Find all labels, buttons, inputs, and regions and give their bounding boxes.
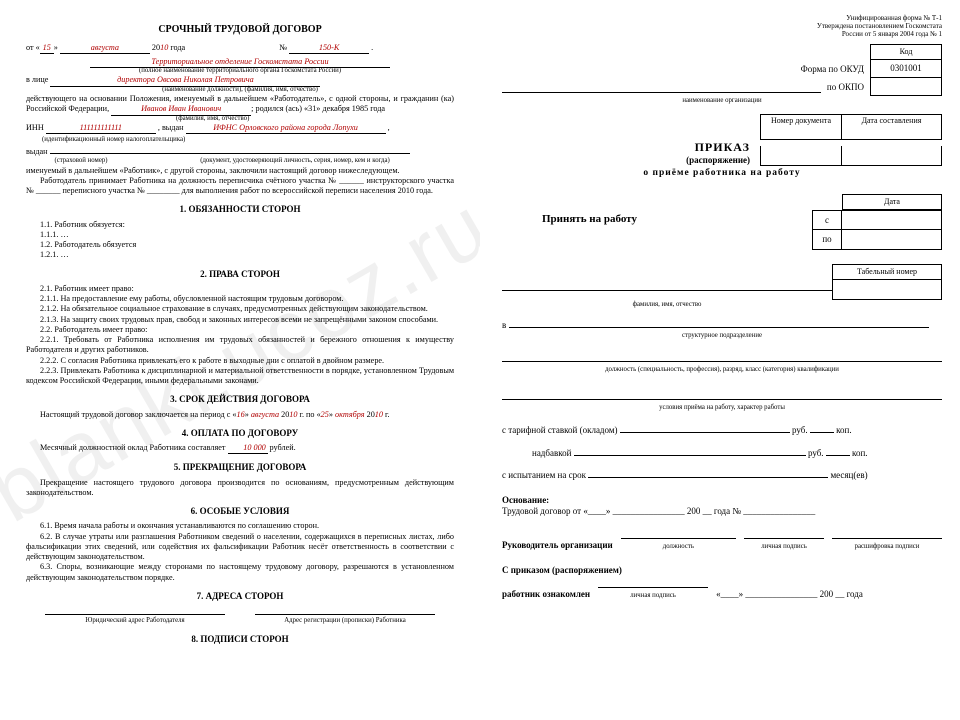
head-row: Руководитель организации должность лична… [502, 528, 942, 552]
section-4: 4. ОПЛАТА ПО ДОГОВОРУ [26, 428, 454, 439]
section-8: 8. ПОДПИСИ СТОРОН [26, 634, 454, 645]
basis-block: действующего на основании Положения, име… [26, 94, 454, 116]
accept-row-from: Принять на работу с [502, 210, 942, 230]
contract-document: blanki.ucoz.ru СРОЧНЫЙ ТРУДОВОЙ ДОГОВОР … [0, 0, 480, 720]
tariff-row: с тарифной ставкой (окладом) руб. коп. [502, 422, 942, 436]
inn-line: ИНН 111111111111 , выдан ИФНС Орловского… [26, 123, 454, 134]
tabnum-head: Табельный номер [502, 264, 942, 280]
fio-row [502, 280, 942, 300]
accept-line: Работодатель принимает Работника на долж… [26, 176, 454, 197]
named-worker: именуемый в дальнейшем «Работник», с дру… [26, 166, 454, 176]
section-3: 3. СРОК ДЕЙСТВИЯ ДОГОВОРА [26, 394, 454, 405]
section-1: 1. ОБЯЗАННОСТИ СТОРОН [26, 204, 454, 215]
ack-label: С приказом (распоряжением) [502, 565, 942, 576]
okpo-row: по ОКПО [502, 78, 942, 96]
salary-line: Месячный должностной оклад Работника сос… [26, 443, 454, 454]
ack-row: работник ознакомлен личная подпись «____… [502, 577, 942, 601]
basis-line: Трудовой договор от «____» _____________… [502, 506, 942, 517]
section-7: 7. АДРЕСА СТОРОН [26, 591, 454, 602]
section-6: 6. ОСОБЫЕ УСЛОВИЯ [26, 506, 454, 517]
order-about: о приёме работника на работу [502, 168, 942, 180]
contract-title: СРОЧНЫЙ ТРУДОВОЙ ДОГОВОР [26, 24, 454, 37]
position-line [502, 351, 942, 362]
order-form: Унифицированная форма № Т-1 Утверждена п… [480, 0, 960, 720]
dept-row: в [502, 317, 942, 331]
section-5: 5. ПРЕКРАЩЕНИЕ ДОГОВОРА [26, 462, 454, 473]
basis-label: Основание: [502, 495, 942, 506]
accept-row-to: по [502, 230, 942, 250]
date-line: от «15» августа 20201010 года № 150-К . [26, 43, 454, 54]
section-2: 2. ПРАВА СТОРОН [26, 269, 454, 280]
docnum-date-head: Номер документа Дата составления [502, 114, 942, 140]
conditions-line [502, 389, 942, 400]
date-head: Дата [502, 194, 942, 210]
addition-row: надбавкой руб. коп. [502, 445, 942, 459]
form-header: Унифицированная форма № Т-1 Утверждена п… [502, 14, 942, 38]
term-line: Настоящий трудовой договор заключается н… [26, 410, 454, 420]
issued-line2: выдан [26, 147, 454, 157]
addresses: Юридический адрес Работодателя Адрес рег… [26, 608, 454, 626]
trial-row: с испытанием на срок месяц(ев) [502, 467, 942, 481]
org-sublabel: (полное наименование территориального ор… [26, 67, 454, 75]
okud-row: Форма по ОКУД 0301001 [502, 60, 942, 78]
kod-block: Код [502, 44, 942, 60]
order-title-row: ПРИКАЗ (распоряжение) [502, 140, 942, 166]
